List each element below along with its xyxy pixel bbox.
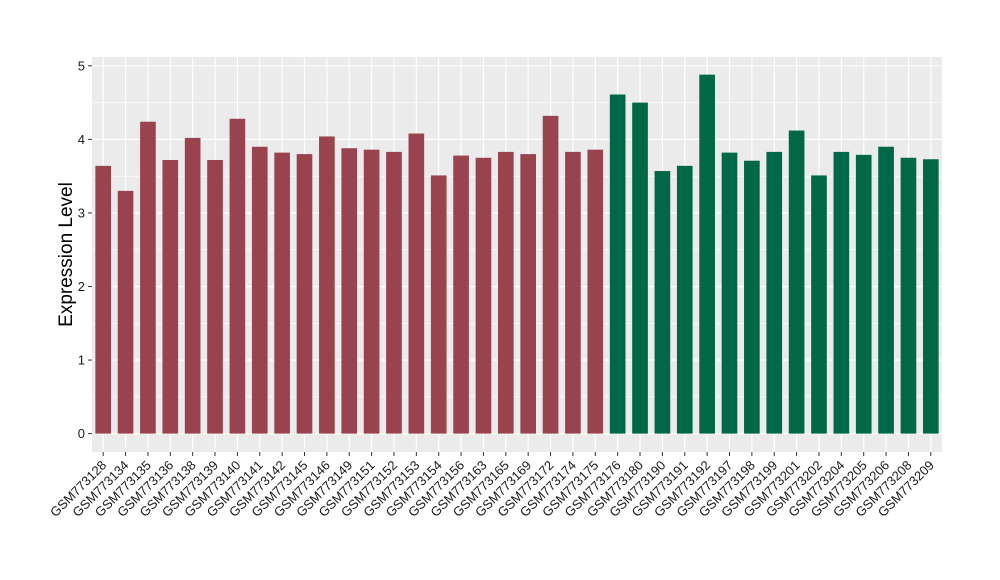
- y-tick-label: 1: [78, 353, 85, 368]
- bar-GSM773136: [162, 159, 179, 434]
- bar-GSM773204: [833, 151, 850, 434]
- bar-GSM773180: [632, 102, 648, 434]
- bar-GSM773205: [855, 154, 872, 434]
- bar-GSM773191: [676, 165, 693, 434]
- bar-GSM773156: [453, 155, 469, 434]
- bar-GSM773172: [542, 115, 559, 434]
- bar-GSM773197: [721, 152, 738, 434]
- bar-GSM773149: [341, 148, 358, 434]
- bar-GSM773165: [497, 151, 514, 434]
- y-tick-label: 0: [78, 426, 85, 441]
- y-tick-label: 5: [78, 58, 85, 73]
- bar-GSM773192: [699, 74, 715, 434]
- y-axis: 0 1 2 3 4 5: [78, 58, 92, 441]
- bar-GSM773128: [95, 165, 112, 434]
- bar-GSM773139: [207, 159, 223, 434]
- bar-GSM773201: [788, 130, 805, 434]
- bar-GSM773141: [251, 146, 268, 434]
- bar-GSM773135: [140, 121, 156, 434]
- bar-GSM773199: [766, 151, 783, 434]
- bar-GSM773190: [654, 171, 671, 434]
- y-tick-label: 3: [78, 205, 85, 220]
- bar-GSM773134: [117, 190, 134, 434]
- bar-GSM773142: [274, 152, 290, 434]
- bar-GSM773206: [878, 146, 894, 434]
- bar-GSM773154: [430, 175, 447, 434]
- bar-GSM773175: [587, 149, 604, 434]
- y-tick-label: 2: [78, 279, 85, 294]
- bar-GSM773152: [386, 151, 402, 434]
- bar-GSM773145: [296, 154, 313, 434]
- bar-GSM773151: [363, 149, 380, 434]
- bar-GSM773140: [229, 118, 246, 434]
- bar-GSM773163: [475, 157, 492, 434]
- x-axis: GSM773128GSM773134GSM773135GSM773136GSM7…: [47, 452, 937, 520]
- bar-GSM773138: [184, 137, 201, 434]
- bar-GSM773174: [565, 151, 581, 434]
- bar-GSM773198: [744, 160, 760, 434]
- y-tick-label: 4: [78, 132, 85, 147]
- bars: [95, 74, 939, 434]
- bar-GSM773209: [922, 159, 939, 434]
- bar-GSM773153: [408, 133, 425, 434]
- bar-GSM773202: [811, 175, 827, 434]
- bar-GSM773176: [609, 94, 626, 434]
- bar-GSM773146: [319, 136, 335, 434]
- bar-GSM773169: [520, 154, 537, 434]
- bar-GSM773208: [900, 157, 917, 434]
- y-axis-title: Expression Level: [56, 182, 77, 327]
